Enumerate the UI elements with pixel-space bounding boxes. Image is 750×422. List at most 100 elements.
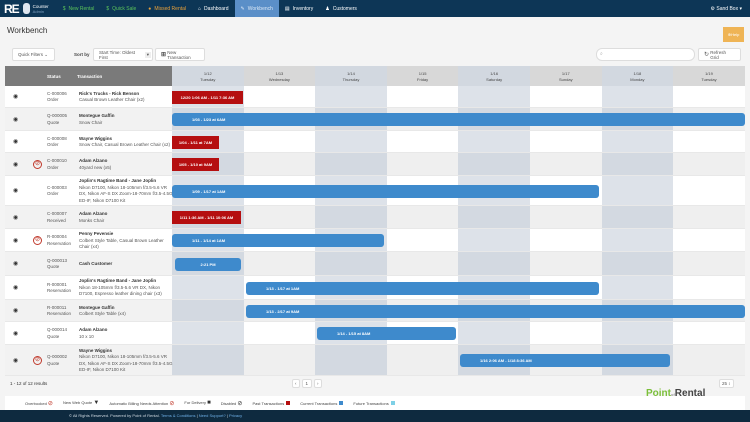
- day-cell[interactable]: [601, 176, 674, 205]
- day-cell[interactable]: [601, 86, 674, 107]
- transaction-bar[interactable]: 2:21 PM: [175, 257, 241, 271]
- day-cell[interactable]: [315, 252, 387, 275]
- transaction-bar[interactable]: 1/16 2:06 AM - 1/18 8:36 AM: [460, 354, 670, 367]
- day-cell[interactable]: [673, 131, 745, 152]
- day-cell[interactable]: [243, 131, 316, 152]
- transaction-bar[interactable]: 12/20 1:06 AM - 1/11 7:36 AM: [172, 90, 243, 104]
- day-cell[interactable]: [386, 206, 459, 228]
- table-row[interactable]: ◉ R-000001 Reservation Joplin's Ragtime B…: [5, 276, 745, 300]
- quick-filters-dropdown[interactable]: Quick Filters ⌄: [12, 48, 55, 61]
- eye-icon[interactable]: ◉: [13, 188, 19, 194]
- eye-icon[interactable]: ◉: [13, 308, 19, 314]
- eye-icon[interactable]: ◉: [13, 237, 19, 244]
- table-row[interactable]: ◉ ⊘ C-000010 Order Adam Alzano 40yard new …: [5, 153, 745, 176]
- table-row[interactable]: ◉ Q-000013 Quote Cash Customer 2:21 PM: [5, 252, 745, 276]
- transaction-id[interactable]: Q-000013: [47, 257, 68, 263]
- day-cell[interactable]: [673, 176, 745, 205]
- day-cell[interactable]: [243, 153, 316, 175]
- transaction-id[interactable]: C-000006: [47, 90, 67, 96]
- day-cell[interactable]: [530, 131, 602, 152]
- day-cell[interactable]: [386, 131, 459, 152]
- nav-quick-sale[interactable]: $ Quick Sale: [100, 0, 142, 17]
- new-transaction-button[interactable]: ⊞ New Transaction: [155, 48, 205, 61]
- table-row[interactable]: ◉ C-000006 Order Rick's Trucks - Rick Ben…: [5, 86, 745, 108]
- day-cell[interactable]: [601, 153, 674, 175]
- day-cell[interactable]: [386, 153, 459, 175]
- day-cell[interactable]: [386, 252, 459, 275]
- day-cell[interactable]: [673, 229, 745, 251]
- eye-icon[interactable]: ◉: [13, 161, 19, 168]
- day-cell[interactable]: [673, 276, 745, 299]
- day-cell[interactable]: [458, 252, 530, 275]
- eye-icon[interactable]: ◉: [13, 116, 19, 123]
- day-cell[interactable]: [673, 153, 745, 175]
- eye-icon[interactable]: ◉: [13, 261, 19, 267]
- table-row[interactable]: ◉ ⊘ Q-000002 Quote Wayne Wiggins Nikon D71…: [5, 345, 745, 376]
- day-cell[interactable]: [458, 86, 530, 107]
- next-page-button[interactable]: ›: [314, 379, 322, 388]
- day-cell[interactable]: [530, 153, 602, 175]
- day-cell[interactable]: [530, 252, 602, 275]
- day-cell[interactable]: [243, 345, 316, 375]
- transaction-bar[interactable]: 1/03 - 1/23 at 6AM: [172, 113, 745, 126]
- support-link[interactable]: Need Support?: [198, 413, 226, 418]
- day-cell[interactable]: [458, 131, 530, 152]
- day-cell[interactable]: [243, 206, 316, 228]
- table-row[interactable]: ◉ Q-000005 Quote Montegue Gaffin Snow Chai…: [5, 108, 745, 131]
- transaction-bar[interactable]: 1/04 - 1/11 at 7AM: [172, 135, 219, 149]
- day-cell[interactable]: [673, 252, 745, 275]
- day-cell[interactable]: [243, 252, 316, 275]
- day-cell[interactable]: [315, 86, 387, 107]
- search-input[interactable]: [596, 48, 695, 61]
- day-cell[interactable]: [673, 322, 745, 344]
- transaction-id[interactable]: R-000001: [47, 281, 67, 287]
- day-cell[interactable]: [386, 345, 459, 375]
- day-cell[interactable]: [386, 86, 459, 107]
- day-cell[interactable]: [673, 345, 745, 375]
- day-cell[interactable]: [458, 322, 530, 344]
- transaction-bar[interactable]: 1/13 - 1/17 at 1AM: [246, 281, 599, 295]
- table-row[interactable]: ◉ Q-000014 Quote Adam Alzano 10 x 10 1/14 …: [5, 322, 745, 345]
- eye-icon[interactable]: ◉: [13, 285, 19, 291]
- day-cell[interactable]: [601, 276, 674, 299]
- eye-icon[interactable]: ◉: [13, 214, 19, 221]
- transaction-id[interactable]: C-000010: [47, 158, 67, 163]
- sandbox-menu[interactable]: ⚙ Sand Box ▾: [710, 5, 742, 12]
- transaction-id[interactable]: C-000003: [47, 184, 67, 190]
- day-cell[interactable]: [673, 206, 745, 228]
- day-cell[interactable]: [530, 86, 602, 107]
- transaction-bar[interactable]: 1/11 1:36 AM - 1/11 10:06 AM: [172, 211, 241, 224]
- nav-customers[interactable]: ♟ Customers: [319, 0, 363, 17]
- table-row[interactable]: ◉ ⊘ R-000004 Reservation Penny Pevensie Co…: [5, 229, 745, 252]
- day-cell[interactable]: [601, 322, 674, 344]
- nav-workbench[interactable]: ✎ Workbench: [234, 0, 279, 17]
- day-cell[interactable]: [601, 206, 674, 228]
- nav-new-rental[interactable]: $ New Rental: [57, 0, 101, 17]
- day-cell[interactable]: [458, 206, 530, 228]
- transaction-id[interactable]: C-000008: [47, 135, 67, 141]
- terms-link[interactable]: Terms & Conditions: [160, 413, 196, 418]
- day-cell[interactable]: [315, 345, 387, 375]
- day-cell[interactable]: [530, 322, 602, 344]
- transaction-id[interactable]: Q-000005: [47, 113, 68, 118]
- transaction-bar[interactable]: 1/11 - 1/14 at 1AM: [172, 234, 384, 247]
- per-page-select[interactable]: 25 ↕: [719, 379, 734, 388]
- nav-dashboard[interactable]: ⌂ Dashboard: [192, 0, 235, 17]
- privacy-link[interactable]: Privacy: [228, 413, 243, 418]
- transaction-id[interactable]: R-000011: [47, 304, 67, 310]
- page-number[interactable]: 1: [301, 379, 313, 388]
- refresh-grid-button[interactable]: ↻ Refresh Grid: [698, 48, 741, 61]
- day-cell[interactable]: [315, 153, 387, 175]
- table-row[interactable]: ◉ R-000011 Reservation Montegue Gaffin Col…: [5, 300, 745, 322]
- eye-icon[interactable]: ◉: [13, 94, 19, 100]
- transaction-bar[interactable]: 1/05 - 1/10 at 9AM: [172, 158, 219, 171]
- eye-icon[interactable]: ◉: [13, 139, 19, 145]
- user-menu[interactable]: Counter Admin: [22, 3, 57, 14]
- help-button[interactable]: ⊕ Help: [723, 27, 744, 42]
- day-cell[interactable]: [172, 345, 244, 375]
- day-cell[interactable]: [243, 86, 316, 107]
- day-cell[interactable]: [601, 131, 674, 152]
- sort-select[interactable]: Start Time: Oldest First ▾: [93, 48, 153, 61]
- day-cell[interactable]: [458, 153, 530, 175]
- day-cell[interactable]: [172, 300, 244, 321]
